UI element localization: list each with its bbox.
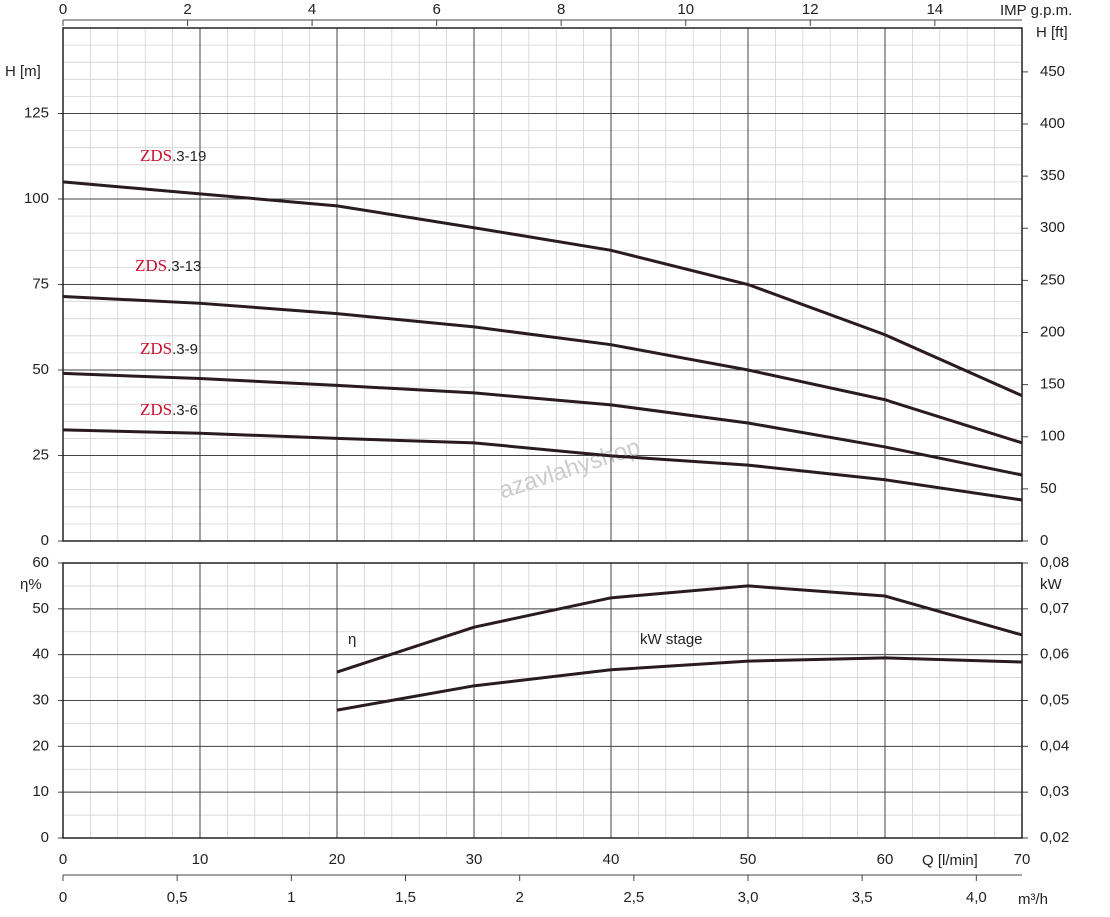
- x-tick-label: 20: [329, 851, 346, 868]
- x2-axis-label: m³/h: [1018, 891, 1048, 908]
- y2-axis-label: H [ft]: [1036, 24, 1068, 41]
- curve: [62, 428, 1023, 502]
- series-label: ZDS.3-9: [140, 339, 198, 358]
- x2-tick-label: 8: [557, 1, 565, 18]
- x2-tick-label: 4,0: [966, 889, 987, 906]
- y2-tick-label: 0,05: [1040, 691, 1069, 708]
- y-tick-label: 0: [41, 829, 49, 846]
- series-label: ZDS.3-13: [135, 256, 201, 275]
- curve: [336, 656, 1023, 712]
- y2-tick-label: 0,08: [1040, 554, 1069, 571]
- x2-tick-label: 0: [59, 889, 67, 906]
- x2-tick-label: 4: [308, 1, 316, 18]
- x-axis-label: Q [l/min]: [922, 852, 978, 869]
- y2-tick-label: 350: [1040, 167, 1065, 184]
- y-tick-label: 40: [32, 646, 49, 663]
- x2-tick-label: 2: [515, 889, 523, 906]
- watermark: azavlahyshop: [496, 433, 644, 504]
- x2-tick-label: 3,0: [738, 889, 759, 906]
- curve: [62, 371, 1023, 477]
- y-tick-label: 75: [32, 275, 49, 292]
- curve: [62, 294, 1023, 445]
- y-tick-label: 0: [41, 532, 49, 549]
- x2-tick-label: 2,5: [623, 889, 644, 906]
- series-label: ZDS.3-6: [140, 400, 198, 419]
- y2-tick-label: 0: [1040, 532, 1048, 549]
- x2-tick-label: 0: [59, 1, 67, 18]
- curve: [62, 180, 1023, 398]
- y-tick-label: 20: [32, 737, 49, 754]
- y-tick-label: 10: [32, 783, 49, 800]
- y2-tick-label: 200: [1040, 323, 1065, 340]
- y2-tick-label: 0,04: [1040, 737, 1069, 754]
- y2-tick-label: 250: [1040, 271, 1065, 288]
- x-tick-label: 10: [192, 851, 209, 868]
- x2-tick-label: 1: [287, 889, 295, 906]
- series-label: η: [348, 631, 356, 648]
- x-tick-label: 30: [466, 851, 483, 868]
- plot-frame: [62, 27, 1023, 542]
- y-tick-label: 100: [24, 190, 49, 207]
- x-tick-label: 0: [59, 851, 67, 868]
- x2-tick-label: 1,5: [395, 889, 416, 906]
- plot-frame: [62, 562, 1023, 839]
- x2-tick-label: 2: [183, 1, 191, 18]
- y2-tick-label: 0,03: [1040, 783, 1069, 800]
- y-axis-label: η%: [20, 576, 42, 593]
- y2-tick-label: 300: [1040, 219, 1065, 236]
- y-tick-label: 125: [24, 104, 49, 121]
- x-tick-label: 60: [877, 851, 894, 868]
- y-tick-label: 50: [32, 600, 49, 617]
- y2-tick-label: 50: [1040, 480, 1057, 497]
- y-tick-label: 60: [32, 554, 49, 571]
- y2-tick-label: 450: [1040, 63, 1065, 80]
- y2-tick-label: 0,02: [1040, 829, 1069, 846]
- x2-tick-label: 12: [802, 1, 819, 18]
- x2-axis-label: IMP g.p.m.: [1000, 2, 1072, 19]
- y-tick-label: 25: [32, 446, 49, 463]
- series-label: ZDS.3-19: [140, 146, 206, 165]
- x-tick-label: 50: [740, 851, 757, 868]
- y2-tick-label: 400: [1040, 115, 1065, 132]
- y2-tick-label: 0,07: [1040, 600, 1069, 617]
- y-tick-label: 30: [32, 691, 49, 708]
- x2-tick-label: 0,5: [167, 889, 188, 906]
- curve: [336, 584, 1023, 674]
- x2-tick-label: 14: [926, 1, 943, 18]
- y2-tick-label: 150: [1040, 376, 1065, 393]
- x-tick-label: 70: [1014, 851, 1031, 868]
- y-axis-label: H [m]: [5, 63, 41, 80]
- y-tick-label: 50: [32, 361, 49, 378]
- x2-tick-label: 10: [677, 1, 694, 18]
- y2-tick-label: 100: [1040, 428, 1065, 445]
- series-label: kW stage: [640, 631, 703, 648]
- x-tick-label: 40: [603, 851, 620, 868]
- x2-tick-label: 3,5: [852, 889, 873, 906]
- x2-tick-label: 6: [432, 1, 440, 18]
- y2-axis-label: kW: [1040, 576, 1063, 593]
- y2-tick-label: 0,06: [1040, 646, 1069, 663]
